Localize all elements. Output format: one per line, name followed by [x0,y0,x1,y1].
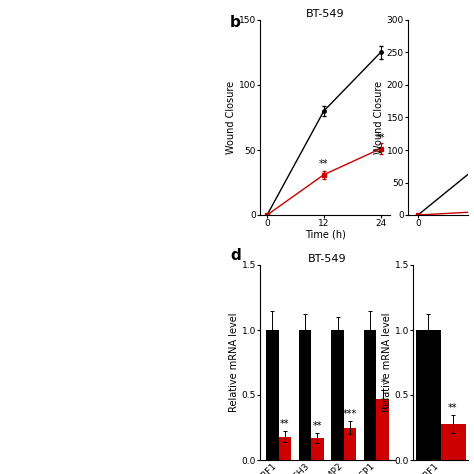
Y-axis label: Relative mRNA level: Relative mRNA level [382,313,392,412]
Bar [416,330,440,460]
Bar [299,330,311,460]
Bar [279,437,291,460]
Title: BT-549: BT-549 [306,9,344,19]
Text: **: ** [313,421,322,431]
X-axis label: Time (h): Time (h) [305,229,346,239]
Y-axis label: Relative mRNA level: Relative mRNA level [228,313,239,412]
Y-axis label: Wound Closure: Wound Closure [226,81,236,154]
Bar [311,438,324,460]
Bar [376,399,389,460]
Bar [331,330,344,460]
Text: ***: *** [343,409,357,419]
Bar [344,428,356,460]
Text: **: ** [319,159,328,169]
Text: d: d [230,248,241,263]
Text: **: ** [280,419,290,429]
Text: *: * [380,378,385,388]
Title: BT-549: BT-549 [308,254,347,264]
Bar [440,424,465,460]
Text: b: b [230,15,241,30]
Bar [364,330,376,460]
Bar [266,330,279,460]
Text: **: ** [376,133,385,143]
Y-axis label: Wound Closure: Wound Closure [374,81,384,154]
Text: **: ** [448,402,458,412]
